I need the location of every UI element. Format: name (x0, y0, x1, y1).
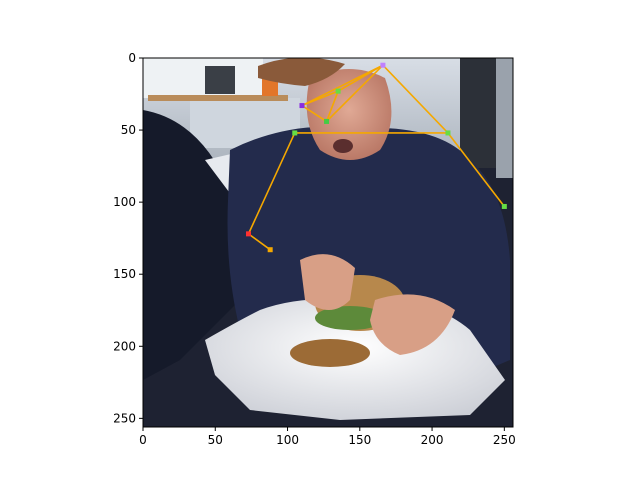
background-photo (143, 58, 513, 427)
skeleton-edge-7 (382, 64, 449, 134)
y-tick-label-4: 200 (113, 339, 136, 353)
y-tick-label-3: 150 (113, 267, 136, 281)
y-tick-label-1: 50 (121, 123, 136, 137)
skeleton-edge-8 (447, 132, 505, 207)
skeleton-edge-3 (325, 90, 339, 122)
y-tick-label-0: 0 (128, 51, 136, 65)
keypoint-3 (324, 118, 330, 124)
keypoints (246, 62, 507, 253)
skeleton-edge-4 (301, 64, 384, 107)
plot-area-frame (142, 57, 514, 428)
skeleton-edge-2 (301, 104, 327, 123)
skeleton-lines (247, 64, 505, 251)
keypoint-2 (299, 103, 305, 109)
keypoint-0 (380, 62, 386, 68)
keypoint-6 (501, 203, 507, 209)
keypoint-7 (246, 231, 252, 237)
x-tick-label-4: 200 (421, 433, 444, 447)
keypoint-4 (292, 130, 298, 136)
x-tick-label-5: 250 (493, 433, 516, 447)
keypoint-5 (445, 130, 451, 136)
x-tick-label-3: 150 (348, 433, 371, 447)
skeleton-edge-9 (247, 132, 296, 235)
keypoint-1 (335, 88, 341, 94)
y-axis: 0 50 100 150 200 250 (113, 51, 143, 425)
x-tick-label-2: 100 (276, 433, 299, 447)
x-tick-label-1: 50 (208, 433, 223, 447)
keypoint-8 (267, 247, 273, 253)
x-tick-label-0: 0 (139, 433, 147, 447)
x-axis: 0 50 100 150 200 250 (139, 427, 516, 447)
y-tick-label-2: 100 (113, 195, 136, 209)
y-tick-label-5: 250 (113, 411, 136, 425)
skeleton-edge-10 (248, 233, 271, 251)
skeleton-edge-5 (325, 64, 384, 122)
